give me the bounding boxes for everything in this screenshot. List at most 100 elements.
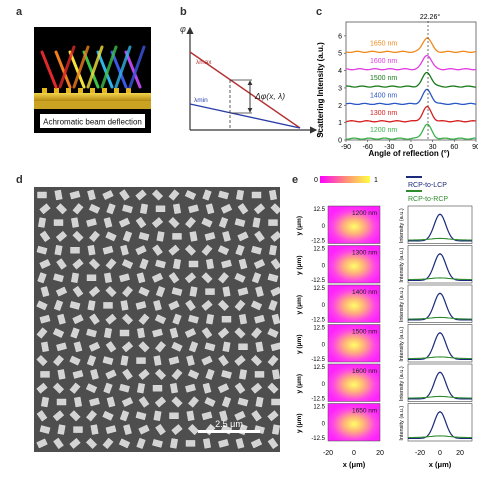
- profile-frame: [407, 363, 473, 402]
- nanofin: [89, 230, 100, 243]
- series-label-3: 1500 nm: [370, 75, 397, 82]
- nanofin: [152, 244, 163, 256]
- ytick-bot: -12.5: [311, 239, 325, 245]
- nanofin: [217, 383, 230, 394]
- wavelength-label: 1400 nm: [352, 289, 377, 296]
- ytick-top: 12.5: [313, 286, 325, 292]
- nanofin: [188, 314, 199, 324]
- nanofin: [72, 230, 84, 242]
- nanofin: [237, 397, 249, 407]
- nanofin: [204, 397, 216, 407]
- e-row-2: 1400 nm 12.5 0 -12.5 y (μm) Intensity (a.u.): [296, 284, 473, 324]
- nanofin: [36, 245, 48, 255]
- peak-label: 22.26°: [420, 13, 441, 21]
- panel-c-chart: Scattering Intensity (a.u.) Angle of ref…: [316, 13, 478, 158]
- ytick-mid: 0: [322, 421, 326, 427]
- nanofin: [221, 396, 232, 408]
- nanofin: [267, 410, 279, 422]
- nanofin: [184, 244, 197, 256]
- nanofin: [152, 328, 163, 338]
- nanofin: [106, 396, 116, 408]
- field-map: [327, 284, 381, 323]
- nanofin: [218, 190, 229, 200]
- nanofin: [219, 410, 228, 422]
- nanofin: [237, 287, 249, 296]
- series-line-1: [345, 105, 477, 123]
- nanofin: [187, 424, 200, 436]
- nanofin: [57, 424, 66, 435]
- nanofin: [138, 396, 150, 408]
- nanofin: [87, 189, 96, 201]
- nanofin: [136, 357, 146, 364]
- nanostructure-array: [36, 189, 280, 450]
- nanofin: [168, 272, 180, 284]
- nanofin: [251, 410, 262, 422]
- ytick-top: 12.5: [313, 247, 325, 253]
- nanofin: [238, 258, 248, 270]
- nanofin: [105, 341, 117, 353]
- legend-rcp-rcp: RCP-to-RCP: [408, 196, 448, 203]
- nanofin: [151, 272, 164, 283]
- nanofin: [154, 314, 167, 325]
- rcp-lcp-line: [408, 292, 472, 321]
- nanofin: [188, 204, 199, 214]
- nanofin: [173, 258, 181, 270]
- nanofin: [218, 272, 229, 284]
- rcp-lcp-line: [408, 331, 472, 360]
- nanofin: [188, 341, 199, 353]
- nanofin: [37, 191, 47, 199]
- nanofin: [103, 382, 113, 394]
- nanofin: [168, 189, 180, 201]
- rcp-rcp-line: [408, 316, 472, 320]
- ytick-label: 2: [338, 103, 342, 110]
- xtick-label: 0: [409, 144, 413, 151]
- ytick-mid: 0: [322, 263, 326, 269]
- nanofin: [234, 355, 246, 367]
- nanofin: [168, 244, 180, 256]
- nanofin: [251, 272, 262, 284]
- nanofin: [220, 203, 233, 214]
- nanofin: [153, 410, 162, 421]
- field-map: [327, 363, 381, 402]
- nanofin: [138, 232, 150, 241]
- nanofin: [86, 328, 97, 338]
- nanofin: [87, 245, 96, 256]
- profile-ylabel: Intensity (a.u.): [399, 366, 405, 401]
- nanofin: [188, 260, 199, 268]
- panel-e-figure: 0 1 RCP-to-LCP RCP-to-RCP 1200 nm 12.5 0 -1…: [296, 176, 473, 469]
- field-map: [327, 245, 381, 284]
- nanofin: [86, 410, 97, 422]
- nanofin: [69, 355, 81, 366]
- nanofin: [118, 217, 131, 228]
- rcp-lcp-line: [408, 410, 472, 439]
- nanofin: [138, 286, 150, 297]
- e-row-1: 1300 nm 12.5 0 -12.5 y (μm) Intensity (a.u.): [296, 245, 473, 284]
- nanofin: [102, 410, 114, 421]
- e-row-0: 1200 nm 12.5 0 -12.5 y (μm) Intensity (a.u.): [296, 205, 473, 245]
- nanofin: [253, 203, 266, 215]
- wavelength-label: 1600 nm: [352, 368, 377, 375]
- nanofin: [171, 424, 183, 436]
- nanofin: [267, 273, 279, 283]
- panel-b-diagram: φ x λmax λmin Δφ(x, λ): [180, 24, 322, 138]
- nanofin: [52, 382, 65, 394]
- nanofin: [267, 328, 279, 338]
- nanofin: [55, 230, 68, 242]
- nanofin: [135, 245, 147, 256]
- nanofin: [106, 203, 116, 215]
- phi-symbol: φ: [180, 24, 186, 34]
- nanofin: [140, 203, 148, 214]
- nanofin: [205, 368, 215, 380]
- nanofin: [105, 313, 117, 325]
- e-row-5: 1650 nm 12.5 0 -12.5 y (μm) Intensity (a.u.): [296, 403, 473, 442]
- nanofin: [120, 244, 129, 256]
- nanofin: [88, 203, 101, 214]
- rcp-lcp-line: [408, 213, 472, 242]
- nanofin: [201, 299, 213, 311]
- nanofin: [53, 354, 64, 367]
- nanofin: [56, 342, 67, 352]
- nanofin: [201, 411, 213, 421]
- ytick-top: 12.5: [313, 365, 325, 371]
- series-line-5: [345, 37, 477, 54]
- nanofin: [155, 423, 166, 436]
